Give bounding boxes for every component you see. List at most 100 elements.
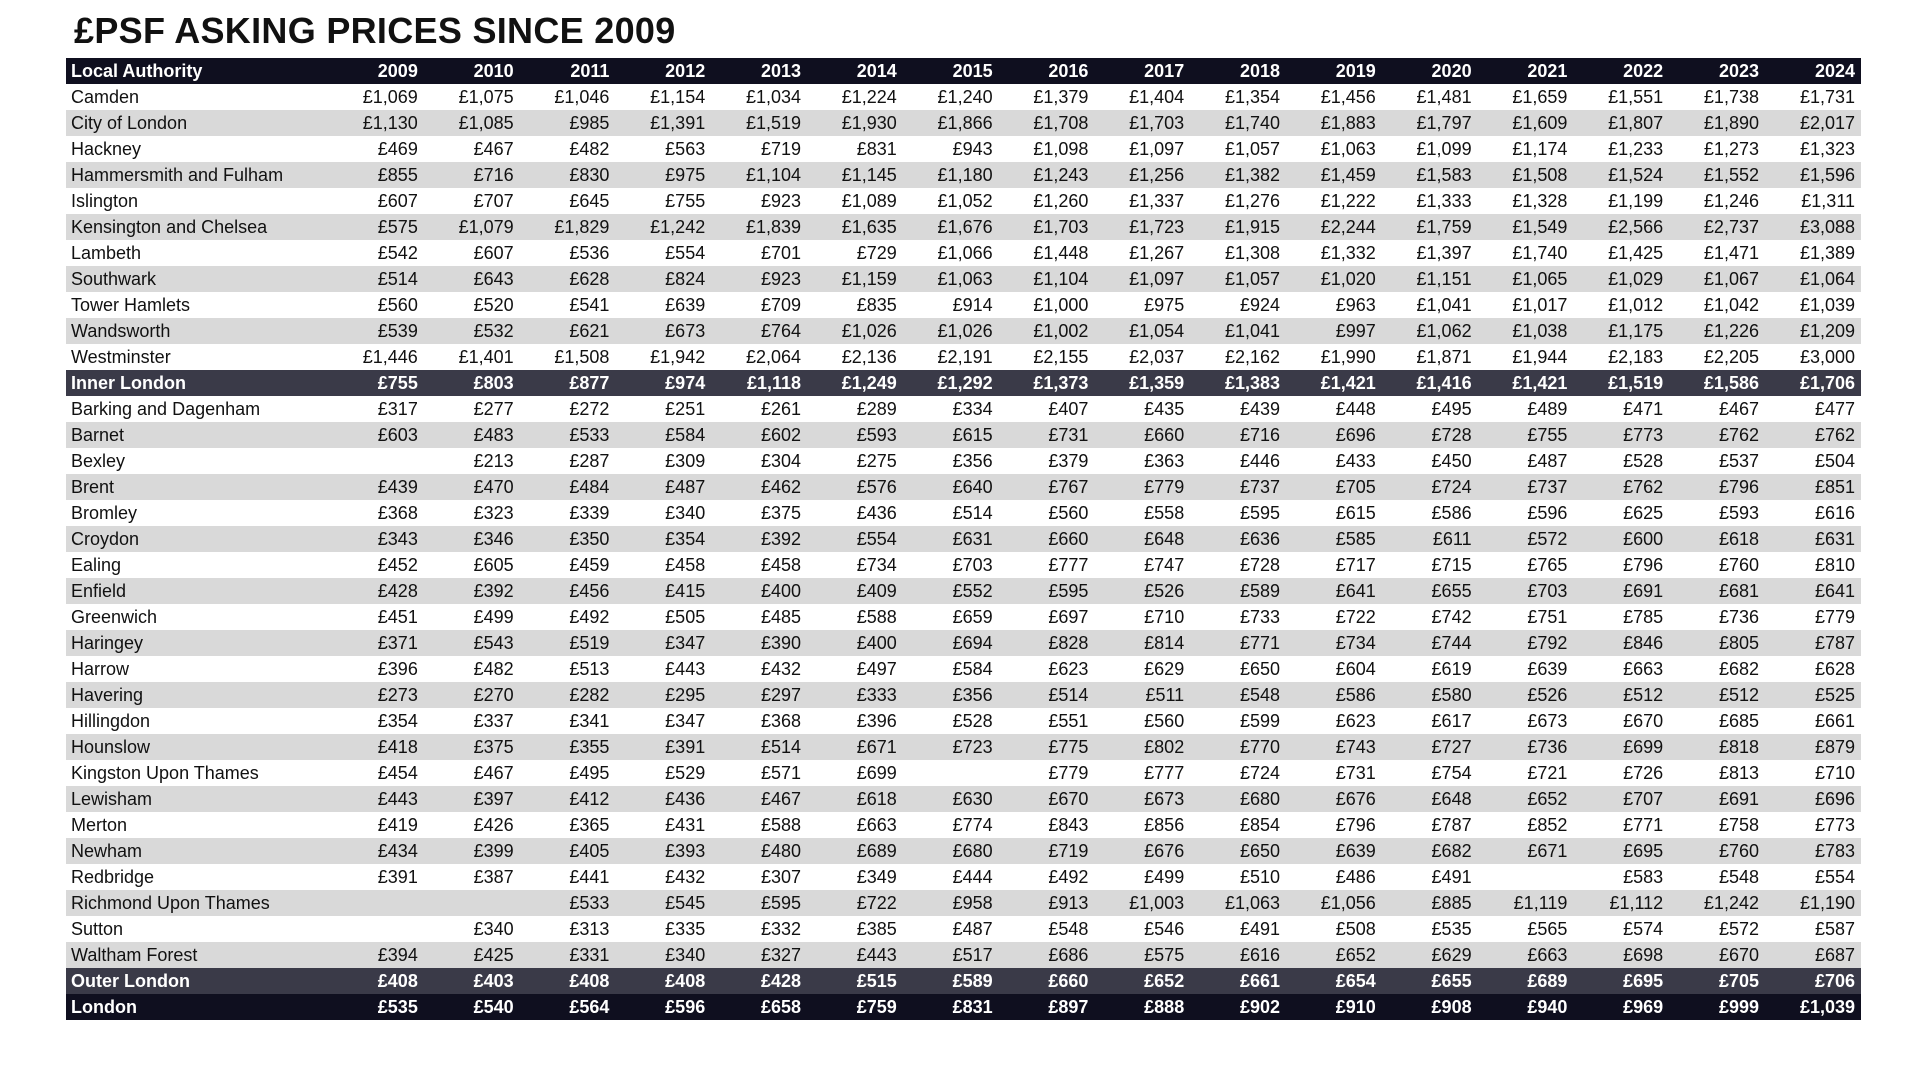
cell-value: £526 <box>1094 578 1191 604</box>
cell-value: £682 <box>1381 838 1478 864</box>
row-label: Hounslow <box>66 734 329 760</box>
cell-value: £699 <box>807 760 903 786</box>
row-label: Barking and Dagenham <box>66 396 329 422</box>
cell-value: £639 <box>1286 838 1382 864</box>
cell-value: £1,180 <box>902 162 999 188</box>
cell-value: £716 <box>423 162 520 188</box>
cell-value: £705 <box>1286 474 1382 500</box>
cell-value: £663 <box>1573 656 1670 682</box>
cell-value: £499 <box>1094 864 1191 890</box>
cell-value: £913 <box>998 890 1095 916</box>
cell-value: £691 <box>1573 578 1670 604</box>
cell-value: £350 <box>519 526 616 552</box>
cell-value: £2,737 <box>1669 214 1765 240</box>
table-row: Southwark £514 £643 £628 £824 £923 £1,159 £1,06… <box>66 266 1861 292</box>
cell-value: £1,583 <box>1381 162 1478 188</box>
cell-value: £1,425 <box>1573 240 1670 266</box>
cell-value: £491 <box>1190 916 1286 942</box>
cell-value: £779 <box>998 760 1095 786</box>
cell-value: £727 <box>1381 734 1478 760</box>
cell-value: £835 <box>807 292 903 318</box>
cell-value <box>328 890 424 916</box>
header-year-2015: 2015 <box>902 58 999 84</box>
cell-value: £392 <box>711 526 808 552</box>
table-row: Sutton £340 £313 £335 £332 £385 £487 £548 £546 £4… <box>66 916 1861 942</box>
cell-value: £1,199 <box>1573 188 1670 214</box>
cell-value: £695 <box>1573 838 1670 864</box>
cell-value: £584 <box>615 422 712 448</box>
cell-value: £1,151 <box>1381 266 1478 292</box>
cell-value: £1,119 <box>1477 890 1574 916</box>
cell-value: £602 <box>711 422 808 448</box>
cell-value: £347 <box>615 630 712 656</box>
cell-value: £1,098 <box>998 136 1095 162</box>
row-label: London <box>66 994 329 1020</box>
cell-value: £545 <box>615 890 712 916</box>
cell-value: £2,155 <box>998 344 1095 370</box>
cell-value: £607 <box>328 188 424 214</box>
cell-value: £650 <box>1190 838 1286 864</box>
cell-value: £355 <box>519 734 616 760</box>
cell-value: £1,839 <box>711 214 808 240</box>
cell-value: £682 <box>1669 656 1765 682</box>
table-row: Bexley £213 £287 £309 £304 £275 £356 £379 £363 £4… <box>66 448 1861 474</box>
row-label: Lambeth <box>66 240 329 266</box>
table-row: Greenwich £451 £499 £492 £505 £485 £588 £659 £69… <box>66 604 1861 630</box>
cell-value: £589 <box>902 968 999 994</box>
table-row: Barking and Dagenham £317 £277 £272 £251 £261… <box>66 396 1861 422</box>
cell-value: £513 <box>519 656 616 682</box>
row-label: Greenwich <box>66 604 329 630</box>
cell-value: £697 <box>998 604 1095 630</box>
cell-value: £343 <box>328 526 424 552</box>
cell-value: £744 <box>1381 630 1478 656</box>
cell-value: £1,759 <box>1381 214 1478 240</box>
table-row: Waltham Forest £394 £425 £331 £340 £327 £443 £5… <box>66 942 1861 968</box>
cell-value: £975 <box>1094 292 1191 318</box>
cell-value: £985 <box>519 110 616 136</box>
cell-value: £1,421 <box>1477 370 1574 396</box>
cell-value: £2,191 <box>902 344 999 370</box>
cell-value: £1,104 <box>998 266 1095 292</box>
row-label: Outer London <box>66 968 329 994</box>
cell-value: £661 <box>1190 968 1286 994</box>
table-row: Merton £419 £426 £365 £431 £588 £663 £774 £843 £8… <box>66 812 1861 838</box>
cell-value: £631 <box>902 526 999 552</box>
cell-value: £603 <box>328 422 424 448</box>
cell-value: £618 <box>807 786 903 812</box>
cell-value: £645 <box>519 188 616 214</box>
row-label: Ealing <box>66 552 329 578</box>
cell-value: £660 <box>998 968 1095 994</box>
cell-value: £706 <box>1764 968 1861 994</box>
cell-value: £483 <box>423 422 520 448</box>
cell-value: £335 <box>615 916 712 942</box>
cell-value: £535 <box>328 994 424 1020</box>
table-row: Croydon £343 £346 £350 £354 £392 £554 £631 £660 £… <box>66 526 1861 552</box>
cell-value: £710 <box>1094 604 1191 630</box>
cell-value: £1,057 <box>1190 266 1286 292</box>
cell-value: £777 <box>1094 760 1191 786</box>
cell-value: £510 <box>1190 864 1286 890</box>
cell-value: £852 <box>1477 812 1574 838</box>
cell-value: £586 <box>1286 682 1382 708</box>
cell-value: £560 <box>998 500 1095 526</box>
cell-value <box>902 760 999 786</box>
row-label: Brent <box>66 474 329 500</box>
cell-value: £552 <box>902 578 999 604</box>
cell-value: £731 <box>1286 760 1382 786</box>
cell-value: £846 <box>1573 630 1670 656</box>
subtotal-row: Inner London £755 £803 £877 £974 £1,118 £1,249… <box>66 370 1861 396</box>
row-label: Wandsworth <box>66 318 329 344</box>
header-year-2020: 2020 <box>1381 58 1478 84</box>
cell-value: £1,508 <box>519 344 616 370</box>
cell-value: £469 <box>328 136 424 162</box>
cell-value: £560 <box>328 292 424 318</box>
table-row: Redbridge £391 £387 £441 £432 £307 £349 £444 £49… <box>66 864 1861 890</box>
cell-value: £1,308 <box>1190 240 1286 266</box>
header-year-2018: 2018 <box>1190 58 1286 84</box>
cell-value: £974 <box>615 370 712 396</box>
cell-value: £1,416 <box>1381 370 1478 396</box>
cell-value: £724 <box>1381 474 1478 500</box>
cell-value: £1,389 <box>1764 240 1861 266</box>
cell-value: £375 <box>423 734 520 760</box>
cell-value: £580 <box>1381 682 1478 708</box>
